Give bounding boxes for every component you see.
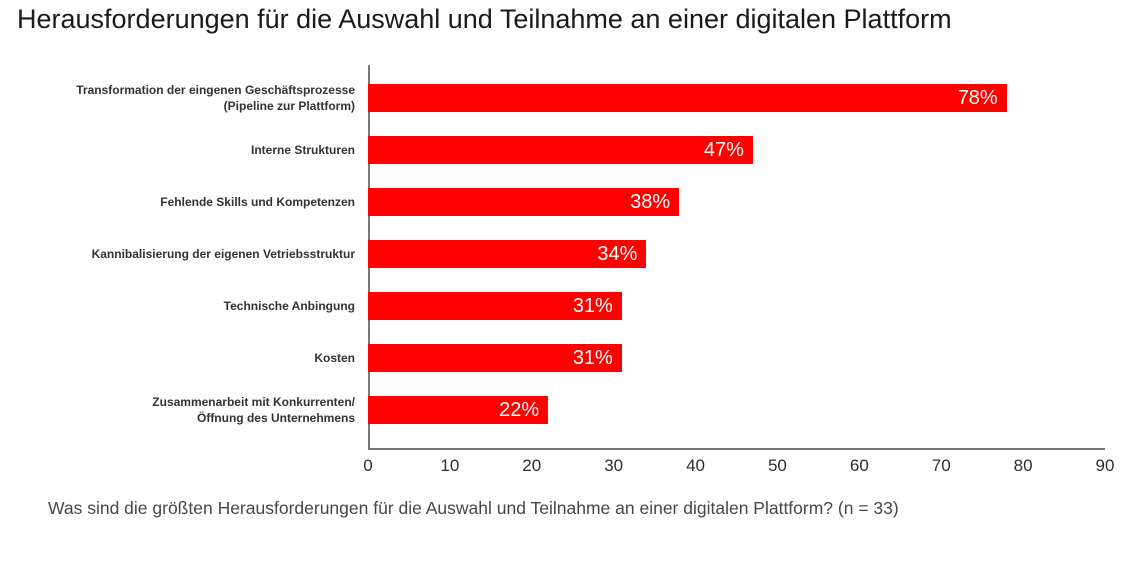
category-label: Fehlende Skills und Kompetenzen [160, 194, 355, 209]
survey-question-caption: Was sind die größten Herausforderungen f… [48, 498, 899, 518]
bar-track: 22% [368, 396, 1105, 424]
bar-row: Zusammenarbeit mit Konkurrenten/ Öffnung… [0, 384, 1105, 436]
bar-row: Kosten 31% [0, 332, 1105, 384]
bar: 31% [368, 344, 622, 372]
x-axis-tick-labels: 0 10 20 30 40 50 60 70 80 90 [363, 456, 1114, 478]
x-tick-label: 20 [522, 456, 542, 475]
bar-row: Interne Strukturen 47% [0, 124, 1105, 176]
bar-value-label: 22% [499, 399, 540, 421]
category-label: Technische Anbingung [223, 298, 355, 313]
bar: 47% [368, 136, 753, 164]
bar-row: Technische Anbingung 31% [0, 280, 1105, 332]
x-tick-label: 30 [604, 456, 624, 475]
bar: 34% [368, 240, 647, 268]
x-tick-label: 0 [363, 456, 373, 475]
bar-value-label: 34% [597, 243, 638, 265]
x-tick-label: 10 [440, 456, 460, 475]
x-tick-label: 50 [767, 456, 787, 475]
category-label: Kannibalisierung der eigenen Vetriebsstr… [91, 246, 355, 261]
bar-track: 34% [368, 240, 1105, 268]
category-label: Zusammenarbeit mit Konkurrenten/ Öffnung… [152, 394, 355, 425]
bar-track: 47% [368, 136, 1105, 164]
bar-row: Kannibalisierung der eigenen Vetriebsstr… [0, 228, 1105, 280]
x-tick-label: 40 [686, 456, 706, 475]
bar-row: Transformation der eingenen Geschäftspro… [0, 72, 1105, 124]
category-label: Transformation der eingenen Geschäftspro… [76, 82, 355, 113]
x-tick-label: 70 [931, 456, 951, 475]
bar-value-label: 31% [572, 295, 613, 317]
bar: 78% [368, 84, 1007, 112]
bar-track: 31% [368, 344, 1105, 372]
x-tick-label: 80 [1013, 456, 1033, 475]
x-tick-label: 90 [1095, 456, 1115, 475]
bar-track: 38% [368, 188, 1105, 216]
bar-track: 78% [368, 84, 1105, 112]
bar-rows: Transformation der eingenen Geschäftspro… [0, 72, 1105, 436]
bar: 31% [368, 292, 622, 320]
bar-value-label: 38% [630, 191, 671, 213]
bar-value-label: 47% [703, 139, 744, 161]
bar-row: Fehlende Skills und Kompetenzen 38% [0, 176, 1105, 228]
category-label: Kosten [314, 350, 355, 365]
category-label: Interne Strukturen [250, 142, 355, 157]
x-tick-label: 60 [849, 456, 869, 475]
bar-value-label: 31% [572, 347, 613, 369]
chart-title: Herausforderungen für die Auswahl und Te… [17, 4, 952, 34]
bar: 22% [368, 396, 549, 424]
bar-track: 31% [368, 292, 1105, 320]
bar-value-label: 78% [957, 87, 998, 109]
bar: 38% [368, 188, 680, 216]
